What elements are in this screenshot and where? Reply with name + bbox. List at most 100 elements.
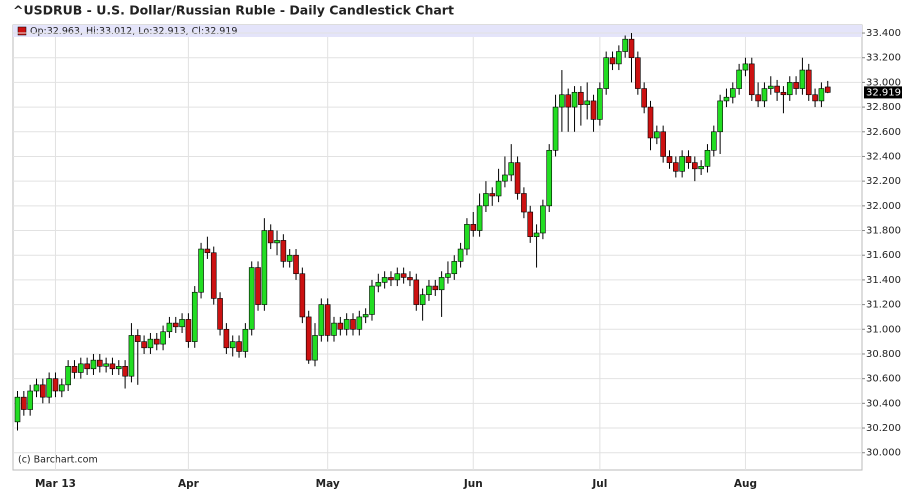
y-tick-label: 30.000: [866, 448, 901, 459]
y-tick-label: 30.400: [866, 398, 901, 409]
candle-body: [742, 63, 749, 71]
y-tick-label: 33.400: [866, 28, 901, 39]
candle-body: [647, 106, 654, 139]
candle-body: [318, 304, 325, 336]
candle-body: [375, 282, 382, 287]
candle-body: [261, 230, 268, 305]
y-tick-label: 32.400: [866, 151, 901, 162]
candle-body: [267, 230, 274, 244]
candle-body: [590, 100, 597, 120]
candle-body: [255, 267, 261, 305]
candle-body: [407, 277, 413, 281]
candle-body: [824, 86, 831, 93]
x-tick-label: Apr: [178, 478, 200, 490]
candle-body: [217, 298, 223, 330]
candle-body: [400, 273, 407, 278]
candle-body: [799, 69, 806, 89]
candle-body: [350, 319, 356, 330]
candle-body: [305, 316, 312, 361]
y-tick-label: 31.200: [866, 300, 901, 311]
candle-body: [495, 180, 502, 197]
candle-body: [736, 69, 742, 89]
candle-body: [805, 69, 812, 96]
candle-body: [483, 193, 489, 207]
candle-body: [609, 57, 616, 65]
candle-body: [388, 277, 394, 281]
y-tick-label: 33.200: [866, 53, 901, 64]
candle-body: [381, 277, 388, 283]
candle-body: [103, 363, 109, 367]
candle-body: [46, 378, 52, 398]
candle-body: [679, 156, 685, 172]
candle-body: [685, 156, 692, 163]
y-tick-label: 31.800: [866, 226, 901, 237]
candle-body: [128, 335, 135, 377]
candle-body: [242, 328, 249, 352]
candle-body: [299, 273, 306, 318]
candle-body: [191, 291, 198, 342]
candle-body: [312, 335, 318, 361]
candle-body: [470, 224, 477, 231]
candle-body: [451, 261, 458, 275]
candle-body: [584, 100, 591, 105]
candle-body: [489, 193, 496, 197]
candle-body: [476, 205, 483, 231]
candle-body: [818, 88, 825, 102]
candle-body: [710, 131, 717, 151]
candle-body: [198, 248, 204, 293]
candle-body: [698, 166, 704, 170]
candle-body: [540, 205, 546, 234]
candle-body: [147, 338, 154, 349]
candle-body: [723, 96, 730, 102]
candle-body: [457, 248, 464, 262]
y-tick-label: 32.200: [866, 176, 901, 187]
candle-body: [635, 57, 641, 89]
candle-body: [812, 94, 818, 102]
candle-body: [603, 57, 609, 89]
candle-body: [179, 319, 185, 328]
candle-body: [774, 85, 780, 93]
y-tick-label: 32.800: [866, 102, 901, 113]
candle-body: [445, 273, 451, 278]
candle-body: [210, 252, 217, 299]
candle-body: [223, 328, 230, 349]
watermark: (c) Barchart.com: [18, 455, 98, 466]
candle-body: [248, 267, 255, 330]
candle-body: [356, 316, 363, 330]
candle-body: [286, 254, 293, 262]
candle-body: [52, 378, 59, 392]
candle-body: [229, 341, 236, 349]
candle-body: [432, 285, 439, 291]
candle-body: [767, 85, 774, 89]
legend-band: [13, 25, 862, 37]
candle-body: [153, 338, 160, 345]
candle-body: [464, 224, 470, 250]
candle-body: [84, 363, 90, 370]
candle-body: [343, 319, 350, 330]
candle-body: [748, 63, 755, 96]
candle-body: [786, 82, 793, 96]
candle-body: [109, 363, 116, 370]
candle-body: [622, 38, 628, 52]
candle-body: [65, 366, 71, 386]
y-tick-label: 31.600: [866, 250, 901, 261]
candle-body: [641, 88, 647, 108]
candle-body: [90, 359, 97, 370]
candle-body: [508, 162, 515, 176]
candle-body: [122, 366, 128, 377]
candle-body: [96, 359, 103, 367]
candle-body: [21, 396, 27, 410]
y-tick-label: 32.600: [866, 127, 901, 138]
x-tick-label: May: [316, 478, 340, 490]
candle-body: [673, 162, 679, 172]
candle-body: [413, 279, 420, 305]
candle-body: [33, 384, 40, 392]
candle-body: [362, 314, 369, 318]
candle-body: [692, 162, 698, 170]
candle-body: [426, 285, 432, 296]
candle-body: [571, 91, 578, 108]
candle-body: [660, 131, 666, 157]
candle-body: [597, 88, 603, 120]
candle-body: [185, 319, 192, 342]
